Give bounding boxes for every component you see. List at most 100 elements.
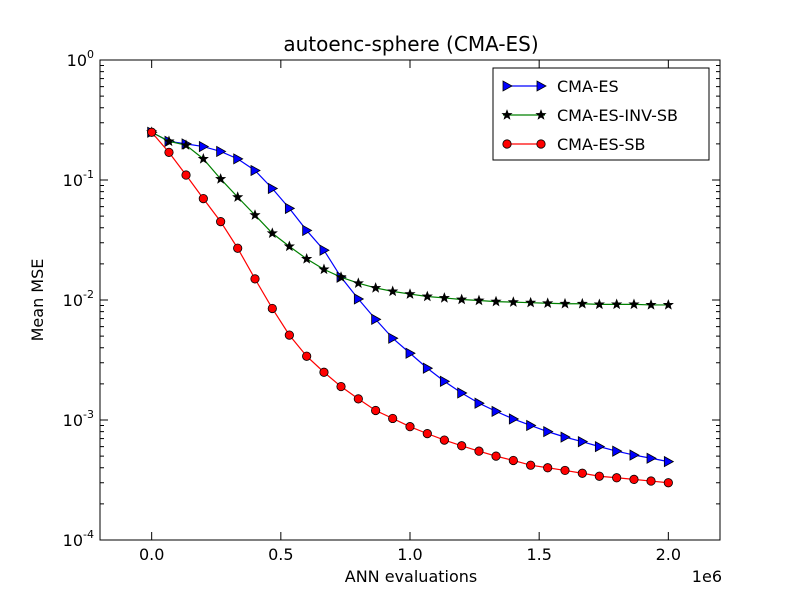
data-point bbox=[336, 381, 346, 392]
data-point bbox=[560, 431, 571, 443]
legend-marker bbox=[536, 139, 546, 149]
data-point bbox=[163, 135, 175, 147]
data-point bbox=[180, 139, 192, 150]
data-point bbox=[283, 240, 295, 252]
x-tick-label: 0.0 bbox=[139, 545, 164, 564]
data-point bbox=[215, 173, 227, 184]
legend-item: CMA-ES-SB bbox=[502, 135, 646, 154]
data-point bbox=[388, 413, 398, 424]
y-tick-label: 10-4 bbox=[63, 528, 94, 550]
y-tick-label: 10-3 bbox=[63, 408, 94, 430]
data-point bbox=[474, 397, 485, 409]
x-tick-label: 0.5 bbox=[268, 545, 293, 564]
data-point bbox=[474, 446, 484, 456]
legend-label: CMA-ES bbox=[557, 77, 619, 96]
data-point bbox=[559, 297, 571, 309]
data-point bbox=[302, 224, 313, 237]
data-point bbox=[593, 298, 605, 310]
series-cma-es-inv-sb bbox=[146, 126, 674, 310]
data-point bbox=[405, 422, 415, 432]
legend-marker bbox=[502, 139, 512, 149]
legend: CMA-ES CMA-ES-INV-SB CMA-ES-SB bbox=[492, 67, 710, 161]
data-point bbox=[629, 449, 640, 461]
data-point bbox=[370, 282, 382, 293]
data-point bbox=[628, 298, 640, 310]
data-point bbox=[663, 455, 675, 468]
data-point bbox=[404, 288, 416, 299]
legend-item: CMA-ES bbox=[502, 77, 619, 96]
data-point bbox=[319, 244, 330, 256]
data-point bbox=[646, 476, 656, 486]
legend-marker bbox=[536, 80, 547, 92]
data-point bbox=[371, 313, 382, 326]
data-point bbox=[302, 351, 312, 361]
data-point bbox=[422, 362, 434, 374]
data-point bbox=[491, 405, 502, 418]
data-point bbox=[491, 451, 501, 461]
data-point bbox=[353, 394, 363, 404]
data-point bbox=[318, 263, 330, 275]
data-point bbox=[560, 465, 570, 476]
legend-marker bbox=[501, 109, 513, 120]
data-point bbox=[439, 375, 451, 388]
data-point bbox=[490, 295, 502, 307]
data-point bbox=[249, 209, 261, 220]
data-point bbox=[508, 413, 520, 425]
data-point bbox=[197, 153, 209, 164]
data-point bbox=[233, 153, 244, 165]
legend-marker bbox=[502, 80, 513, 92]
data-point bbox=[645, 299, 657, 310]
data-point bbox=[526, 460, 536, 470]
data-point bbox=[388, 332, 399, 344]
data-point bbox=[543, 425, 554, 438]
y-tick-label: 10-2 bbox=[63, 288, 94, 310]
y-axis-label: Mean MSE bbox=[28, 259, 47, 342]
data-point bbox=[422, 429, 432, 439]
data-point bbox=[611, 298, 623, 310]
data-point bbox=[301, 253, 313, 264]
data-point bbox=[164, 147, 174, 157]
y-tick-label: 100 bbox=[67, 48, 94, 70]
data-point bbox=[507, 296, 519, 307]
legend-label: CMA-ES-SB bbox=[557, 135, 646, 154]
data-point bbox=[387, 285, 399, 297]
data-point bbox=[181, 170, 191, 180]
data-point bbox=[663, 478, 673, 488]
data-point bbox=[525, 296, 537, 308]
x-axis-label: ANN evaluations bbox=[345, 567, 477, 586]
data-point bbox=[612, 473, 622, 483]
legend-item: CMA-ES-INV-SB bbox=[501, 106, 678, 125]
data-point bbox=[267, 303, 277, 314]
x-tick-label: 1.5 bbox=[526, 545, 551, 564]
x-tick-label: 2.0 bbox=[656, 545, 681, 564]
series-cma-es-sb bbox=[147, 127, 673, 488]
data-point bbox=[612, 445, 623, 457]
data-point bbox=[233, 243, 243, 253]
data-point bbox=[594, 471, 604, 481]
data-point bbox=[508, 455, 518, 466]
legend-marker bbox=[535, 109, 547, 120]
data-point bbox=[646, 452, 657, 464]
data-point bbox=[267, 182, 279, 195]
data-point bbox=[457, 387, 468, 399]
data-point bbox=[266, 227, 278, 238]
data-point bbox=[371, 405, 381, 416]
data-point bbox=[198, 193, 208, 204]
data-point bbox=[352, 277, 364, 288]
plot-frame bbox=[99, 59, 721, 541]
data-point bbox=[542, 297, 554, 308]
data-point bbox=[662, 299, 674, 310]
data-point bbox=[594, 440, 606, 453]
data-point bbox=[629, 474, 639, 484]
data-point bbox=[353, 293, 365, 305]
legend-box bbox=[492, 67, 710, 161]
data-point bbox=[232, 191, 244, 202]
data-point bbox=[473, 294, 485, 306]
data-point bbox=[405, 347, 416, 359]
data-point bbox=[577, 435, 589, 448]
data-point bbox=[216, 217, 226, 227]
data-point bbox=[284, 202, 296, 215]
data-point bbox=[198, 140, 210, 153]
data-point bbox=[526, 419, 537, 432]
